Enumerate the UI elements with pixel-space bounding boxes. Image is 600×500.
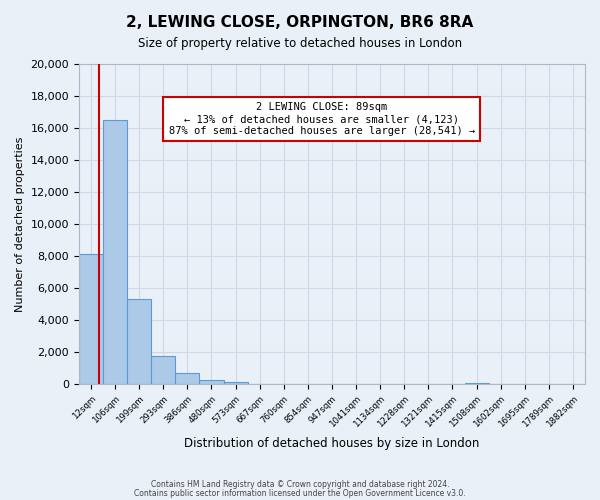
Bar	[127, 299, 151, 384]
Y-axis label: Number of detached properties: Number of detached properties	[15, 136, 25, 312]
Bar	[199, 380, 224, 384]
Text: Contains public sector information licensed under the Open Government Licence v3: Contains public sector information licen…	[134, 488, 466, 498]
Text: Contains HM Land Registry data © Crown copyright and database right 2024.: Contains HM Land Registry data © Crown c…	[151, 480, 449, 489]
Bar	[103, 120, 127, 384]
Bar	[79, 254, 103, 384]
Bar	[175, 373, 199, 384]
Bar	[464, 383, 488, 384]
Text: 2, LEWING CLOSE, ORPINGTON, BR6 8RA: 2, LEWING CLOSE, ORPINGTON, BR6 8RA	[127, 15, 473, 30]
Text: Size of property relative to detached houses in London: Size of property relative to detached ho…	[138, 38, 462, 51]
Bar	[224, 382, 248, 384]
X-axis label: Distribution of detached houses by size in London: Distribution of detached houses by size …	[184, 437, 479, 450]
Text: 2 LEWING CLOSE: 89sqm
← 13% of detached houses are smaller (4,123)
87% of semi-d: 2 LEWING CLOSE: 89sqm ← 13% of detached …	[169, 102, 475, 136]
Bar	[151, 356, 175, 384]
